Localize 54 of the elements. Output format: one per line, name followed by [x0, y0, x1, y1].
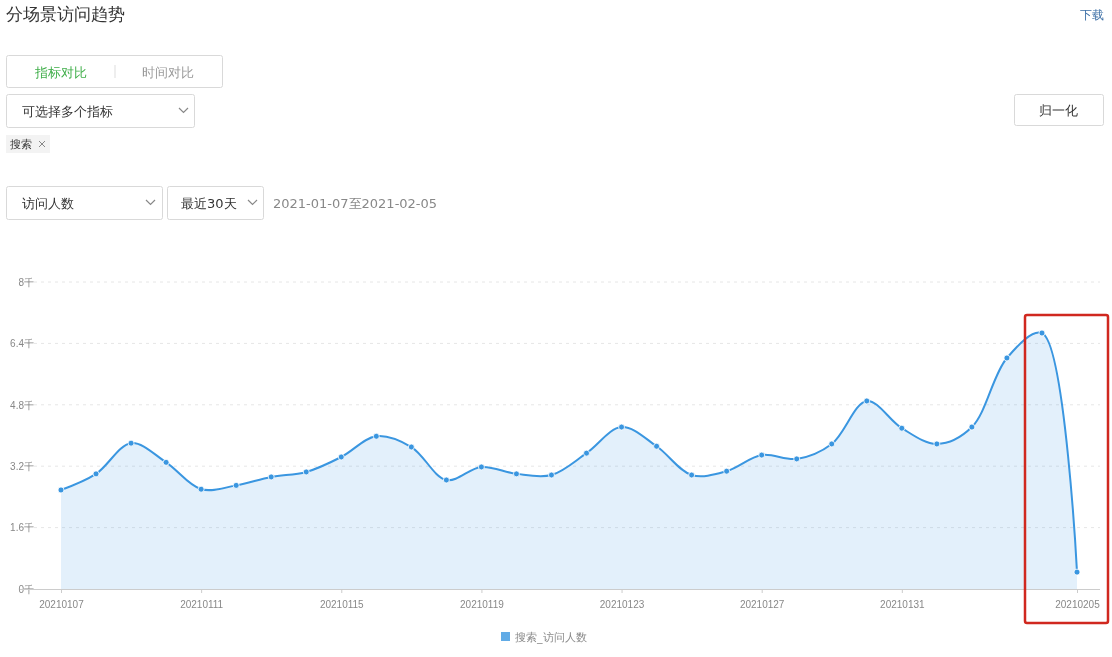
point: [267, 473, 275, 481]
point: [548, 471, 555, 479]
y-tick-label: 8千: [18, 276, 34, 288]
x-tick-label: 20210127: [739, 599, 785, 610]
point: [828, 440, 836, 448]
point: [232, 482, 240, 489]
point: [162, 458, 170, 466]
x-tick-label: 20210111: [180, 599, 224, 610]
point: [197, 485, 205, 493]
text: 搜索: [10, 138, 32, 151]
point: [337, 453, 345, 461]
chart-title: 分场景访问趋势: [6, 4, 125, 24]
point: [1003, 354, 1011, 362]
point: [968, 423, 976, 431]
x-tick-label: 20210119: [460, 599, 505, 610]
point: [583, 449, 590, 457]
text: 2021-01-07至2021-02-05: [273, 196, 438, 211]
x-tick-label: 20210205: [1055, 599, 1101, 610]
y-tick-label: 4.8千: [10, 399, 34, 411]
point: [127, 439, 135, 447]
text: 下载: [1080, 8, 1104, 22]
text: 归一化: [1038, 103, 1078, 118]
point: [898, 424, 906, 432]
x-tick-label: 20210123: [599, 599, 645, 610]
point: [1038, 329, 1046, 337]
point: [688, 471, 696, 479]
point: [653, 442, 660, 450]
point: [933, 440, 941, 448]
text: 时间对比: [142, 65, 194, 80]
text: 访问人数: [22, 196, 74, 211]
point: [372, 432, 380, 440]
point: [618, 423, 625, 431]
point: [723, 467, 731, 475]
x-tick-label: 20210131: [880, 599, 926, 610]
point: [758, 451, 766, 459]
y-tick-label: 3.2千: [10, 460, 34, 472]
point: [407, 443, 415, 451]
point: [57, 486, 65, 494]
point: [302, 468, 310, 476]
x-tick-label: 20210107: [39, 599, 85, 610]
point: [513, 470, 520, 478]
point: [793, 455, 801, 463]
legend-label: 搜索_访问人数: [515, 631, 587, 644]
point: [1073, 568, 1081, 576]
y-tick-label: 1.6千: [10, 522, 34, 534]
point: [863, 397, 871, 405]
point: [92, 470, 100, 478]
y-tick-label: 6.4千: [10, 338, 34, 350]
point: [478, 463, 485, 471]
text: 指标对比: [34, 65, 87, 80]
x-tick-label: 20210115: [319, 599, 365, 610]
text: 可选择多个指标: [22, 104, 113, 119]
point: [442, 476, 450, 484]
text: 最近30天: [181, 196, 237, 211]
